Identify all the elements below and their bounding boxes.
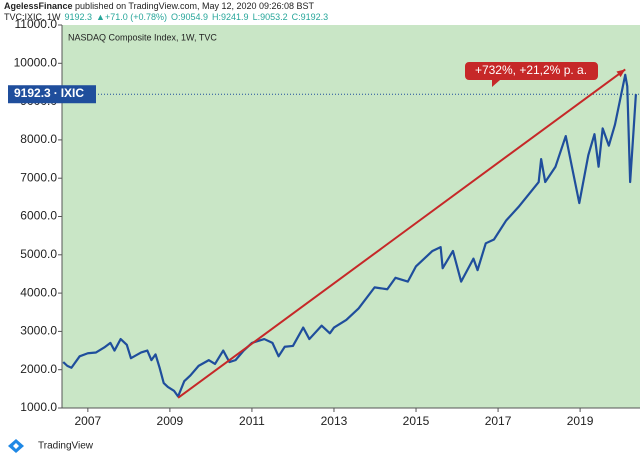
footer: TradingView (38, 441, 94, 452)
y-tick-label: 4000.0 (20, 285, 57, 299)
plot-background (62, 25, 640, 408)
symbol-info: C:9192.3 (292, 12, 329, 22)
y-tick-label: 6000.0 (20, 209, 57, 223)
symbol-info: L:9053.2 (253, 12, 288, 22)
y-tick-label: 5000.0 (20, 247, 57, 261)
callout-text: +732%, +21,2% p. a. (475, 63, 587, 77)
y-tick-label: 11000.0 (15, 17, 58, 31)
y-tick-label: 1000.0 (20, 400, 57, 414)
header-line: AgelessFinance published on TradingView.… (4, 1, 315, 11)
last-price-tag (8, 85, 96, 104)
trend-arrow (177, 68, 626, 399)
symbol-info: H:9241.9 (212, 12, 249, 22)
symbol-info: O:9054.9 (171, 12, 208, 22)
x-tick-label: 2011 (239, 414, 265, 428)
callout-box (465, 62, 598, 87)
symbol-line: TVC:IXIC, 1W 9192.3 ▲+71.0 (+0.78%) O:9054.… (4, 12, 328, 22)
y-tick-label: 8000.0 (20, 132, 57, 146)
arrow-head (616, 69, 626, 78)
x-tick-label: 2019 (567, 414, 594, 428)
chart-title: NASDAQ Composite Index, 1W, TVC (68, 32, 217, 42)
y-tick-label: 3000.0 (20, 324, 57, 338)
symbol: IXIC (61, 86, 85, 100)
logo (8, 439, 24, 453)
x-tick-label: 2017 (485, 414, 512, 428)
x-tick-label: 2009 (157, 414, 184, 428)
y-tick-label: 2000.0 (20, 362, 57, 376)
separator: · (54, 86, 58, 100)
price-line (62, 73, 637, 398)
published: published on TradingView.com, May 12, 20… (75, 1, 314, 11)
symbol-info: TVC:IXIC, 1W (4, 12, 61, 22)
y-tick-label: 10000.0 (14, 55, 58, 69)
symbol-info: ▲+71.0 (+0.78%) (96, 12, 167, 22)
x-tick-label: 2013 (321, 414, 348, 428)
author: AgelessFinance (4, 1, 73, 11)
last-price-value: 9192.3 (14, 86, 51, 100)
symbol-info: 9192.3 (65, 12, 93, 22)
last-price-label: 9192.3 · IXIC (14, 86, 84, 100)
y-tick-label: 7000.0 (20, 170, 57, 184)
x-tick-label: 2007 (74, 414, 101, 428)
x-tick-label: 2015 (403, 414, 430, 428)
